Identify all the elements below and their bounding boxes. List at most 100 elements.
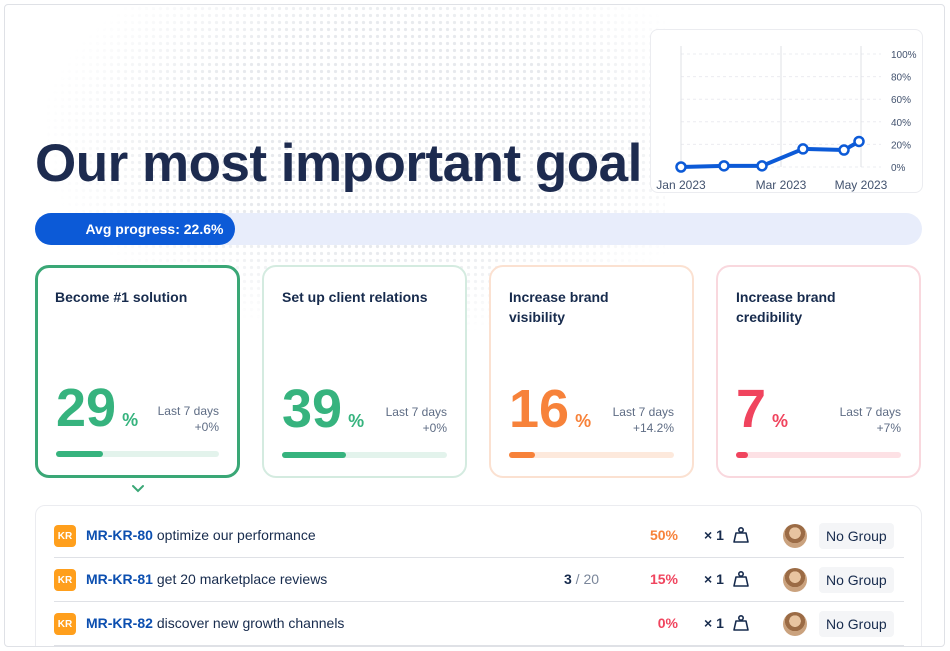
goal-title: Increase brand credibility xyxy=(736,289,836,325)
data-point xyxy=(838,144,850,156)
user-avatar[interactable] xyxy=(783,568,807,592)
data-point xyxy=(718,160,730,172)
group-chip[interactable]: No Group xyxy=(819,523,894,549)
kr-weight: × 1 xyxy=(704,615,724,631)
kr-weight: × 1 xyxy=(704,571,724,587)
y-tick-label: 60% xyxy=(891,95,911,106)
goal-percent: 39 % xyxy=(282,382,364,436)
kr-title: MR-KR-82 discover new growth channels xyxy=(86,615,344,631)
y-tick-label: 40% xyxy=(891,118,911,129)
goal-period: Last 7 days xyxy=(839,405,901,419)
goal-title: Become #1 solution xyxy=(55,289,188,305)
goal-progress-fill xyxy=(736,452,748,458)
kr-name: discover new growth channels xyxy=(156,615,345,631)
y-tick-label: 20% xyxy=(891,140,911,151)
goal-change: Last 7 days +0% xyxy=(158,403,219,435)
data-point xyxy=(853,135,865,148)
goal-percent: 29 % xyxy=(56,381,138,435)
goal-percent-value: 7 xyxy=(736,379,767,439)
goal-percent: 16 % xyxy=(509,382,591,436)
goal-change: Last 7 days +7% xyxy=(840,404,901,436)
app-frame: Our most important goal 100% 80% 60% 40% 20%… xyxy=(4,4,945,647)
goal-percent-value: 29 xyxy=(56,378,117,438)
y-tick-label: 80% xyxy=(891,73,911,84)
avg-progress-fill: Avg progress: 22.6% xyxy=(35,213,236,245)
kr-key-link[interactable]: MR-KR-80 xyxy=(86,527,153,543)
chevron-down-icon[interactable] xyxy=(131,484,145,494)
data-point xyxy=(756,160,768,172)
key-result-row[interactable]: KR MR-KR-81 get 20 marketplace reviews 3 … xyxy=(54,558,904,602)
goal-card[interactable]: Increase brand credibility 7 % Last 7 da… xyxy=(716,265,921,478)
goal-progress-bar xyxy=(282,452,447,458)
key-result-row[interactable]: KR MR-KR-82 discover new growth channels … xyxy=(54,602,904,646)
kr-weight: × 1 xyxy=(704,527,724,543)
goal-card[interactable]: Become #1 solution 29 % Last 7 days +0% xyxy=(35,265,240,478)
kr-count-total: 20 xyxy=(583,571,600,587)
data-point xyxy=(675,161,687,173)
goal-cards: Become #1 solution 29 % Last 7 days +0% … xyxy=(35,265,922,493)
kr-badge: KR xyxy=(54,569,76,591)
goal-period: Last 7 days xyxy=(612,405,674,419)
key-results-list: KR MR-KR-80 optimize our performance 50% … xyxy=(35,505,922,646)
data-point xyxy=(797,143,809,155)
x-tick-label: May 2023 xyxy=(835,178,888,192)
goal-percent-unit: % xyxy=(575,411,592,431)
goal-percent-value: 16 xyxy=(509,379,570,439)
progress-chart-card: 100% 80% 60% 40% 20% 0% Jan 2023 Mar 2023 May 20… xyxy=(650,29,923,193)
goal-period: Last 7 days xyxy=(157,404,219,418)
kr-percent: 50% xyxy=(649,527,678,543)
goal-change: Last 7 days +0% xyxy=(386,404,447,436)
kr-key-link[interactable]: MR-KR-81 xyxy=(86,571,153,587)
x-tick-label: Jan 2023 xyxy=(656,178,706,192)
goal-change-value: +14.2% xyxy=(632,421,674,435)
kr-name: optimize our performance xyxy=(156,527,316,543)
goal-change: Last 7 days +14.2% xyxy=(613,404,674,436)
goal-progress-fill xyxy=(282,452,347,458)
avg-progress-label: Avg progress: 22.6% xyxy=(85,221,224,237)
x-tick-label: Mar 2023 xyxy=(756,178,807,192)
goal-percent-unit: % xyxy=(348,411,365,431)
progress-line-chart: 100% 80% 60% 40% 20% 0% Jan 2023 Mar 2023 May 20… xyxy=(656,46,917,192)
kr-badge: KR xyxy=(54,525,76,547)
goal-progress-fill xyxy=(56,451,104,457)
goal-period: Last 7 days xyxy=(385,405,447,419)
y-tick-label: 0% xyxy=(891,163,906,174)
kr-name: get 20 marketplace reviews xyxy=(156,571,328,587)
weight-icon xyxy=(733,614,749,631)
goal-change-value: +0% xyxy=(194,420,219,434)
weight-icon xyxy=(733,526,749,543)
user-avatar[interactable] xyxy=(783,524,807,548)
series-line xyxy=(679,139,861,169)
goal-percent: 7 % xyxy=(736,382,788,436)
kr-title: MR-KR-80 optimize our performance xyxy=(86,527,316,543)
goal-progress-bar xyxy=(736,452,901,458)
goal-percent-unit: % xyxy=(772,411,789,431)
kr-count: 3 / 20 xyxy=(564,571,599,587)
kr-badge: KR xyxy=(54,613,76,635)
goal-progress-fill xyxy=(509,452,536,458)
weight-icon xyxy=(733,570,749,587)
goal-percent-value: 39 xyxy=(282,379,343,439)
kr-percent: 15% xyxy=(649,571,678,587)
page-title: Our most important goal xyxy=(35,134,642,193)
goal-card[interactable]: Set up client relations 39 % Last 7 days… xyxy=(262,265,467,478)
y-tick-label: 100% xyxy=(891,50,917,61)
key-result-row[interactable]: KR MR-KR-80 optimize our performance 50% … xyxy=(54,514,904,558)
goal-progress-bar xyxy=(509,452,674,458)
kr-count-sep: / xyxy=(571,571,584,587)
kr-key-link[interactable]: MR-KR-82 xyxy=(86,615,153,631)
goal-progress-bar xyxy=(56,451,219,457)
kr-title: MR-KR-81 get 20 marketplace reviews xyxy=(86,571,327,587)
goal-percent-unit: % xyxy=(122,410,139,430)
goal-change-value: +0% xyxy=(422,421,447,435)
user-avatar[interactable] xyxy=(783,612,807,636)
kr-count-done: 3 xyxy=(564,571,572,587)
goal-title: Increase brand visibility xyxy=(509,289,609,325)
avg-progress-track: Avg progress: 22.6% xyxy=(35,213,922,245)
goal-title: Set up client relations xyxy=(282,289,428,305)
kr-percent: 0% xyxy=(657,615,678,631)
goal-card[interactable]: Increase brand visibility 16 % Last 7 da… xyxy=(489,265,694,478)
group-chip[interactable]: No Group xyxy=(819,611,894,637)
group-chip[interactable]: No Group xyxy=(819,567,894,593)
goal-change-value: +7% xyxy=(876,421,901,435)
